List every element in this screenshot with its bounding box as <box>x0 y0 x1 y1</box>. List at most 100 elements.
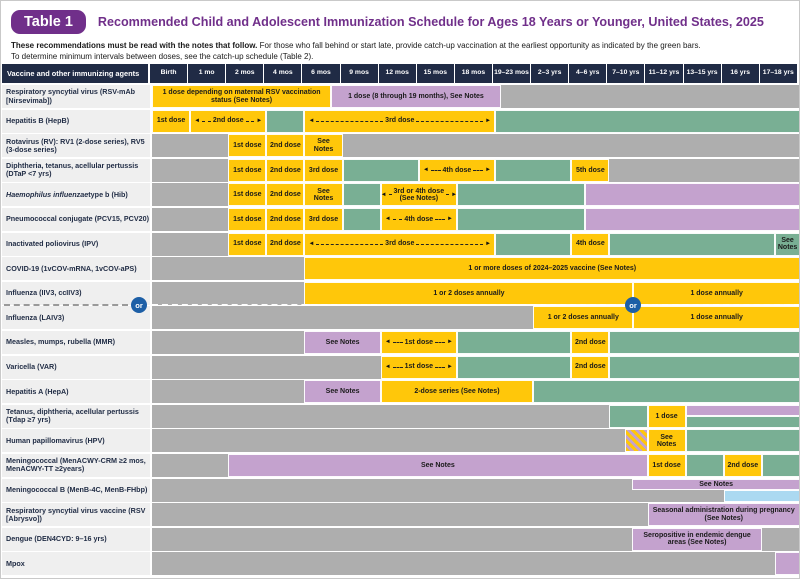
vaccine-row: Measles, mumps, rubella (MMR) See Notes ◄ 1… <box>2 330 799 355</box>
no-recommendation-band <box>152 503 799 527</box>
schedule-bar-segment <box>495 158 572 182</box>
schedule-bar-segment <box>456 330 572 355</box>
schedule-bar-segment: 1st dose <box>228 207 267 232</box>
vaccine-row-label: Measles, mumps, rubella (MMR) <box>2 330 150 355</box>
intro-notes: These recommendations must be read with … <box>1 39 799 62</box>
vaccine-row: Diphtheria, tetanus, acellular pertussis… <box>2 158 799 182</box>
schedule-bar-segment <box>723 490 799 502</box>
schedule-bars: 1 dose depending on maternal RSV vaccina… <box>152 85 799 109</box>
schedule-bar-segment: See Notes <box>228 453 648 477</box>
schedule-bar-segment: 5th dose <box>571 158 610 182</box>
vaccine-row-label: Varicella (VAR) <box>2 355 150 379</box>
schedule-bar-segment: ◄ 1st dose ► <box>380 330 457 355</box>
schedule-bar-segment: ◄ 4th dose ► <box>380 207 457 232</box>
schedule-bar-segment: ◄ 1st dose ► <box>380 355 457 379</box>
schedule-bars: See Notes <box>152 429 799 453</box>
vaccine-row-label: Rotavirus (RV): RV1 (2-dose series), RV5… <box>2 134 150 158</box>
schedule-bars <box>152 552 799 576</box>
schedule-bar-segment <box>585 207 799 232</box>
vaccine-row: Hepatitis A (HepA) See Notes 2-dose series… <box>2 380 799 404</box>
vaccine-row: Dengue (DEN4CYD: 9–16 yrs) Seropositive i… <box>2 527 799 551</box>
schedule-bars: 1 dose <box>152 404 799 428</box>
vaccine-row: Rotavirus (RV): RV1 (2-dose series), RV5… <box>2 134 799 158</box>
age-column-header: 18 mos <box>454 64 493 83</box>
schedule-bars: See Notes <box>152 478 799 502</box>
age-column-header: 9 mos <box>340 64 379 83</box>
schedule-bars: See Notes 2-dose series (See Notes) <box>152 380 799 404</box>
schedule-bars: ◄ 1st dose ► 2nd dose <box>152 355 799 379</box>
schedule-bars: 1st dose 2nd dose 3rd dose ◄ 4th dose ► 5th do… <box>152 158 799 182</box>
schedule-bars: 1 or more doses of 2024–2025 vaccine (Se… <box>152 257 799 281</box>
schedule-bar-segment: 2nd dose <box>266 134 305 158</box>
age-column-header: Birth <box>150 64 189 83</box>
vaccine-row: Haemophilus influenzae type b (Hib) 1st d… <box>2 183 799 207</box>
schedule-bar-segment <box>342 158 419 182</box>
schedule-bar-segment <box>685 416 799 428</box>
vaccine-row: Inactivated poliovirus (IPV) 1st dose 2nd … <box>2 232 799 256</box>
schedule-bar-segment <box>495 232 572 256</box>
schedule-bar-segment: 1st dose <box>228 183 267 207</box>
schedule-bars: 1 or 2 doses annually 1 dose annually <box>152 281 799 305</box>
vaccine-row-label: Hepatitis A (HepA) <box>2 380 150 404</box>
page-title: Recommended Child and Adolescent Immuniz… <box>97 15 764 29</box>
schedule-bars: 1st dose 2nd dose See Notes <box>152 134 799 158</box>
schedule-bar-segment <box>456 355 572 379</box>
schedule-bar-segment: 1 dose (8 through 19 months), See Notes <box>331 85 501 109</box>
age-column-header: 16 yrs <box>721 64 760 83</box>
schedule-bar-segment: 1 dose annually <box>633 281 799 305</box>
notes-line-2: To determine minimum intervals between d… <box>11 52 314 62</box>
schedule-bar-segment: Seasonal administration during pregnancy… <box>647 503 799 527</box>
age-column-header: 13–15 yrs <box>683 64 722 83</box>
schedule-bar-segment: 2nd dose <box>266 158 305 182</box>
notes-bold-text: These recommendations must be read with … <box>11 41 258 50</box>
vaccine-row-label: Haemophilus influenzae type b (Hib) <box>2 183 150 207</box>
schedule-bar-segment: See Notes <box>304 330 381 355</box>
schedule-bar-segment: ◄ 3rd dose ► <box>304 109 496 133</box>
schedule-bar-segment: 1 dose depending on maternal RSV vaccina… <box>152 85 332 109</box>
vaccine-row-label: Meningococcal B (MenB-4C, MenB-FHbp) <box>2 478 150 502</box>
schedule-table: Vaccine and other immunizing agents Birth… <box>2 64 799 577</box>
vaccine-row-label: COVID-19 (1vCOV-mRNA, 1vCOV-aPS) <box>2 257 150 281</box>
schedule-bar-segment: 2nd dose <box>571 330 610 355</box>
notes-line-1: These recommendations must be read with … <box>11 40 789 51</box>
vaccine-row: Respiratory syncytial virus vaccine (RSV… <box>2 503 799 527</box>
schedule-bar-segment <box>685 404 799 417</box>
schedule-bar-segment: 1st dose <box>228 232 267 256</box>
vaccine-row: COVID-19 (1vCOV-mRNA, 1vCOV-aPS) 1 or mor… <box>2 257 799 281</box>
schedule-bar-segment <box>609 404 648 428</box>
vaccine-row-label: Inactivated poliovirus (IPV) <box>2 232 150 256</box>
vaccine-row: Respiratory syncytial virus (RSV-mAb [Ni… <box>2 85 799 109</box>
age-column-header: 4 mos <box>264 64 303 83</box>
age-column-header: 11–12 yrs <box>645 64 684 83</box>
vaccine-rows-container: Respiratory syncytial virus (RSV-mAb [Ni… <box>2 85 799 576</box>
schedule-bar-segment: 1st dose <box>647 453 686 477</box>
schedule-bar-segment: ◄ 3rd or 4th dose (See Notes) ► <box>381 183 457 207</box>
schedule-bar-segment: 1 dose annually <box>633 306 799 330</box>
vaccine-row: Meningococcal (MenACWY-CRM ≥2 mos, MenAC… <box>2 453 799 477</box>
schedule-bar-segment: 1st dose <box>228 158 267 182</box>
age-column-header: 12 mos <box>378 64 417 83</box>
schedule-bar-segment <box>533 380 799 404</box>
schedule-bars: 1 or 2 doses annually 1 dose annually <box>152 306 799 330</box>
schedule-bar-segment: See Notes <box>775 232 799 256</box>
no-recommendation-band <box>152 552 799 576</box>
schedule-bar-segment <box>609 355 799 379</box>
vaccine-row-label: Influenza (IIV3, ccIIV3) <box>2 281 150 305</box>
or-badge: or <box>131 297 147 314</box>
or-badge: or <box>625 297 641 314</box>
age-column-header-row: Vaccine and other immunizing agents Birth… <box>2 64 799 83</box>
schedule-bar-segment: 1st dose <box>228 134 267 158</box>
vaccine-row: Influenza (IIV3, ccIIV3) 1 or 2 doses ann… <box>2 281 799 305</box>
age-column-header: 19–23 mos <box>492 64 532 83</box>
schedule-bar-segment <box>585 183 799 207</box>
vaccine-row-label: Diphtheria, tetanus, acellular pertussis… <box>2 158 150 182</box>
schedule-bar-segment: See Notes <box>304 380 381 404</box>
schedule-bars: See Notes 1st dose 2nd dose <box>152 453 799 477</box>
schedule-bar-segment: 2nd dose <box>266 183 305 207</box>
schedule-bar-segment: See Notes <box>304 183 343 207</box>
vaccine-row-label: Tetanus, diphtheria, acellular pertussis… <box>2 404 150 428</box>
vaccine-row-label: Respiratory syncytial virus (RSV-mAb [Ni… <box>2 85 150 109</box>
schedule-bar-segment: ◄ 4th dose ► <box>418 158 496 182</box>
schedule-bar-segment: 1 or more doses of 2024–2025 vaccine (Se… <box>304 257 799 281</box>
schedule-bars: See Notes ◄ 1st dose ► 2nd dose <box>152 330 799 355</box>
